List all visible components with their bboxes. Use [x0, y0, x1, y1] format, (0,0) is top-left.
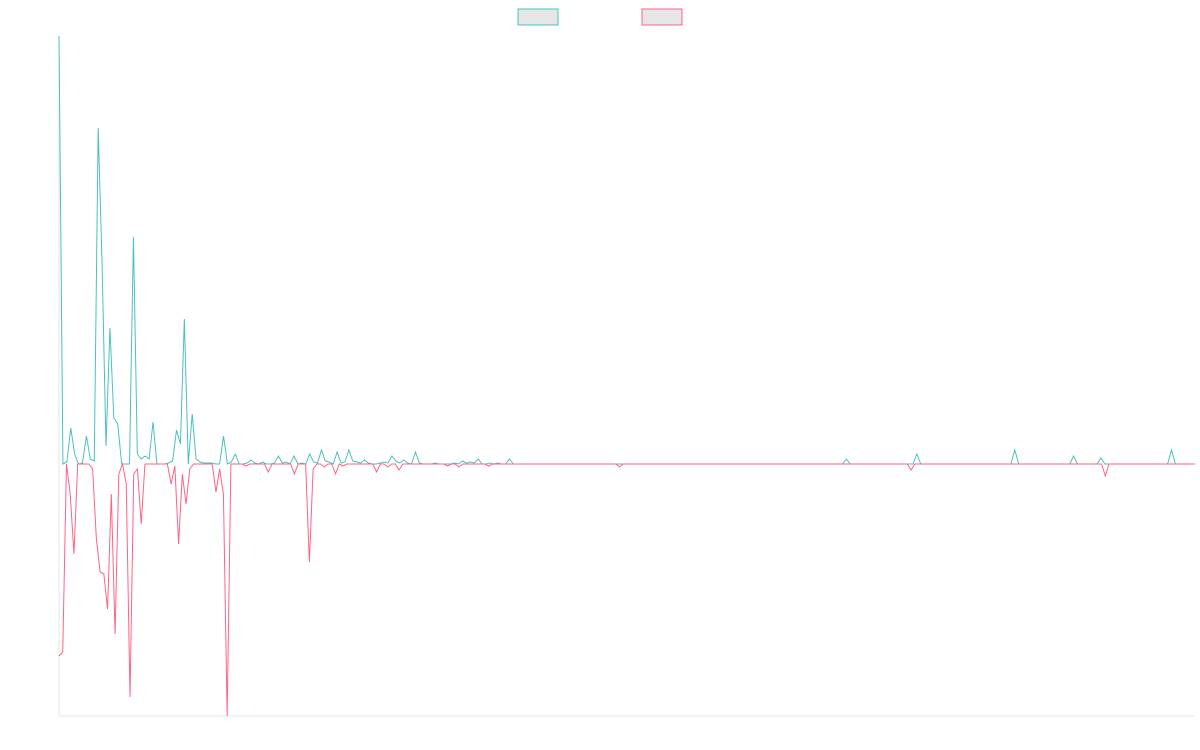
legend-swatch[interactable] [517, 8, 559, 26]
series-line [58, 35, 1195, 465]
legend-swatch[interactable] [641, 8, 683, 26]
series-line [58, 462, 1195, 717]
